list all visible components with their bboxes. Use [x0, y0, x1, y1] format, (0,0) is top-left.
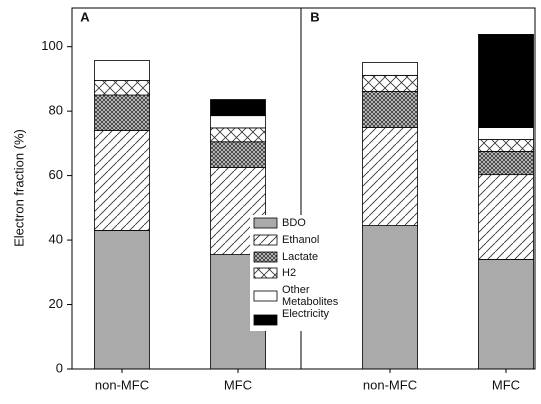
bar-segment — [478, 127, 534, 140]
legend-label: Ethanol — [282, 234, 320, 246]
bar-segment — [478, 139, 534, 152]
bar-segment — [210, 127, 266, 143]
legend-label: BDO — [282, 217, 306, 229]
bar-segment — [94, 94, 150, 131]
bar-segment — [362, 62, 418, 76]
y-tick-label: 40 — [49, 232, 63, 247]
panel-title: A — [80, 9, 90, 24]
y-tick-label: 20 — [49, 296, 63, 311]
plot-frame — [71, 7, 536, 370]
legend-label-box: H2 — [282, 267, 297, 279]
legend-label-box: Electricity — [282, 308, 330, 320]
bar-segment — [210, 141, 266, 168]
legend-swatch — [253, 314, 278, 326]
bar-segment — [94, 230, 150, 370]
legend-swatch — [253, 217, 278, 229]
legend-swatch — [253, 251, 278, 263]
bar-segment — [362, 225, 418, 370]
legend-swatch — [253, 290, 278, 302]
bar-segment — [478, 34, 534, 128]
x-tick-label: MFC — [224, 377, 252, 392]
bar-segment — [362, 127, 418, 226]
bar-segment — [478, 174, 534, 260]
y-tick-label: 0 — [56, 360, 63, 375]
legend-swatch — [253, 267, 278, 279]
legend-label-box: BDO — [282, 217, 306, 229]
bar-segment — [362, 91, 418, 128]
bar-segment — [210, 115, 266, 129]
bar-segment — [362, 74, 418, 92]
bar-segment — [94, 60, 150, 81]
legend-label: Electricity — [282, 308, 330, 320]
bar-segment — [478, 151, 534, 176]
plot-area — [94, 34, 534, 370]
y-tick-label: 80 — [49, 103, 63, 118]
legend-label-box: Lactate — [282, 251, 319, 263]
legend-label-box: Ethanol — [282, 234, 320, 246]
bar-segment — [94, 130, 150, 231]
y-tick-label: 60 — [49, 167, 63, 182]
legend-label: H2 — [282, 267, 297, 279]
bar-segment — [210, 99, 266, 117]
bar-segment — [478, 259, 534, 370]
y-axis-label: Electron fraction (%) — [11, 129, 26, 247]
bar-segment — [94, 80, 150, 96]
x-tick-label: MFC — [492, 377, 520, 392]
x-tick-label: non-MFC — [95, 377, 149, 392]
legend-label: Other Metabolites — [282, 284, 338, 308]
legend-label: Lactate — [282, 251, 319, 263]
panel-title: B — [310, 9, 319, 24]
legend-label-box: Other Metabolites — [282, 284, 338, 308]
x-tick-label: non-MFC — [363, 377, 417, 392]
legend-swatch — [253, 234, 278, 246]
y-tick-label: 100 — [41, 38, 63, 53]
